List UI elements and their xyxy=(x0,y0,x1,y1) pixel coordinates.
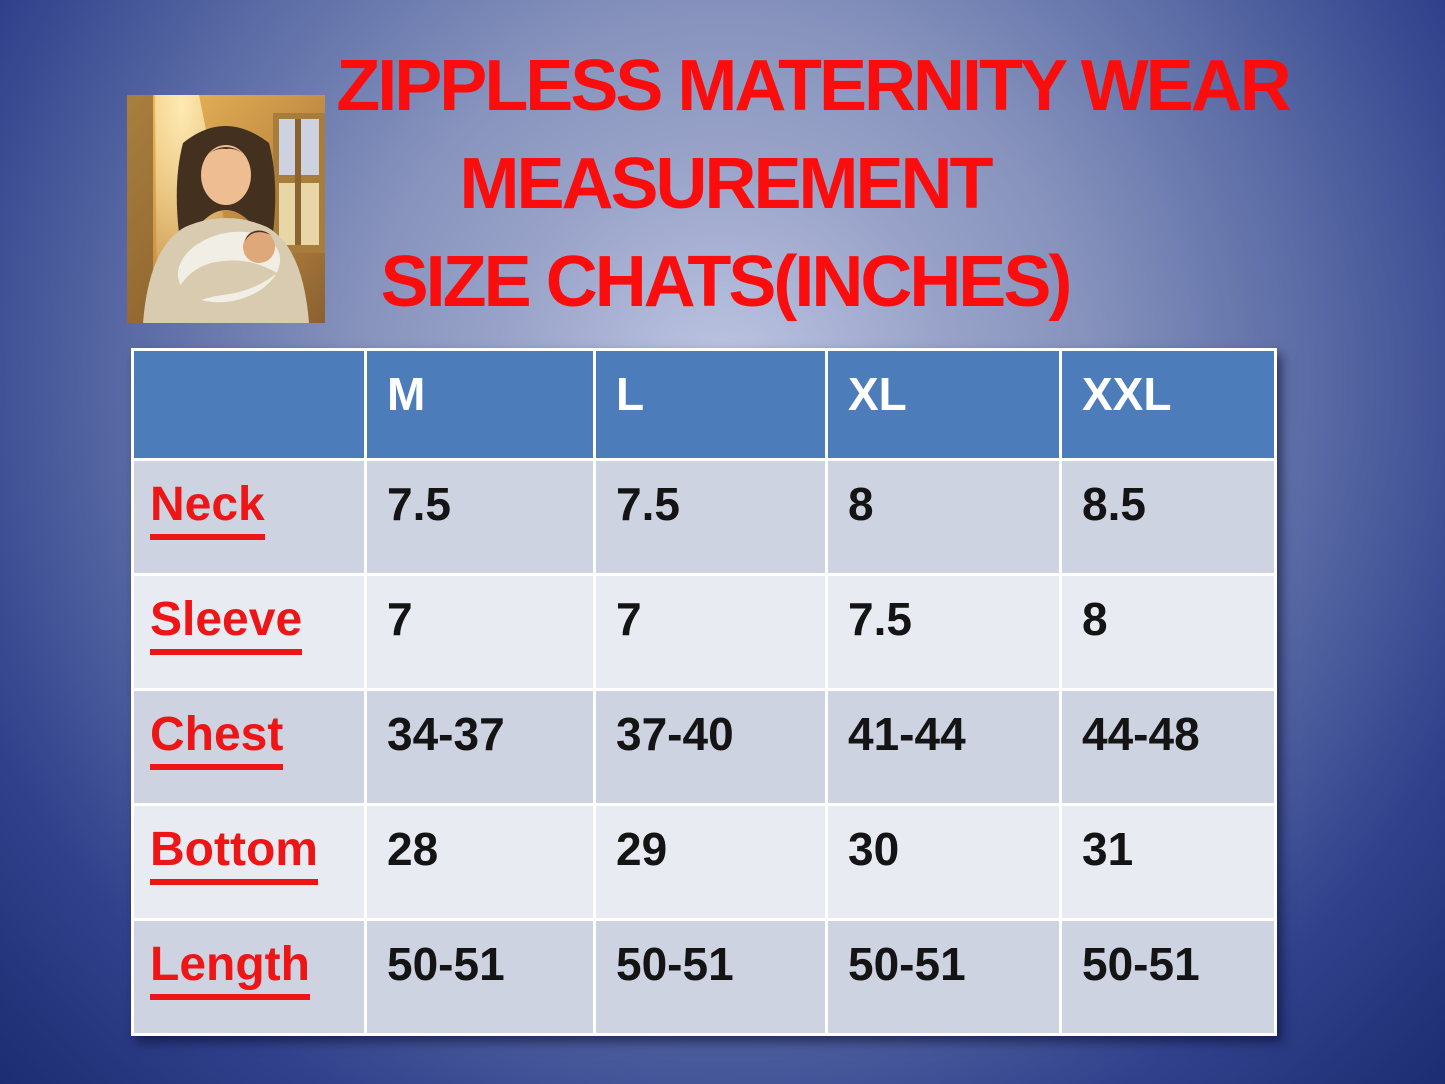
sleeve-xl: 7.5 xyxy=(825,573,1062,691)
row-label-bottom: Bottom xyxy=(131,803,367,921)
header-cell-xxl: XXL xyxy=(1059,348,1277,461)
row-label-length: Length xyxy=(131,918,367,1036)
title-line-1: ZIPPLESS MATERNITY WEAR xyxy=(336,46,1291,126)
mother-baby-photo xyxy=(127,95,325,323)
neck-xxl: 8.5 xyxy=(1059,458,1277,576)
mother-face xyxy=(201,145,251,205)
table-row-sleeve: Sleeve 7 7 7.5 8 xyxy=(131,573,1277,691)
chest-xxl: 44-48 xyxy=(1059,688,1277,806)
chest-xl: 41-44 xyxy=(825,688,1062,806)
neck-xl: 8 xyxy=(825,458,1062,576)
table-row-chest: Chest 34-37 37-40 41-44 44-48 xyxy=(131,688,1277,806)
bottom-l: 29 xyxy=(593,803,828,921)
sleeve-m: 7 xyxy=(364,573,596,691)
header-cell-m: M xyxy=(364,348,596,461)
mother-hair-bangs xyxy=(201,147,251,161)
row-label-neck: Neck xyxy=(131,458,367,576)
neck-m: 7.5 xyxy=(364,458,596,576)
header-cell-l: L xyxy=(593,348,828,461)
bottom-xl: 30 xyxy=(825,803,1062,921)
row-label-chest: Chest xyxy=(131,688,367,806)
mother-arm xyxy=(167,260,277,323)
slide-title: ZIPPLESS MATERNITY WEAR MEASUREMENT SIZE… xyxy=(335,37,1291,331)
photo-window-mullion xyxy=(295,119,301,245)
table-row-length: Length 50-51 50-51 50-51 50-51 xyxy=(131,918,1277,1036)
mother-baby-illustration xyxy=(127,95,325,323)
size-chart-table: M L XL XXL Neck 7.5 7.5 8 8.5 Sleeve 7 7… xyxy=(131,348,1277,1036)
sleeve-xxl: 8 xyxy=(1059,573,1277,691)
table-row-bottom: Bottom 28 29 30 31 xyxy=(131,803,1277,921)
length-xl: 50-51 xyxy=(825,918,1062,1036)
length-xxl: 50-51 xyxy=(1059,918,1277,1036)
header-cell-empty xyxy=(131,348,367,461)
length-l: 50-51 xyxy=(593,918,828,1036)
bottom-m: 28 xyxy=(364,803,596,921)
title-line-2: MEASUREMENT xyxy=(459,144,993,224)
chest-l: 37-40 xyxy=(593,688,828,806)
title-line-3: SIZE CHATS(INCHES) xyxy=(380,242,1073,322)
length-m: 50-51 xyxy=(364,918,596,1036)
baby-head xyxy=(243,231,275,263)
photo-left-wall xyxy=(127,95,153,323)
table-header-row: M L XL XXL xyxy=(131,348,1277,461)
bottom-xxl: 31 xyxy=(1059,803,1277,921)
chest-m: 34-37 xyxy=(364,688,596,806)
header-cell-xl: XL xyxy=(825,348,1062,461)
row-label-sleeve: Sleeve xyxy=(131,573,367,691)
table-row-neck: Neck 7.5 7.5 8 8.5 xyxy=(131,458,1277,576)
neck-l: 7.5 xyxy=(593,458,828,576)
sleeve-l: 7 xyxy=(593,573,828,691)
baby-hair xyxy=(245,230,271,241)
